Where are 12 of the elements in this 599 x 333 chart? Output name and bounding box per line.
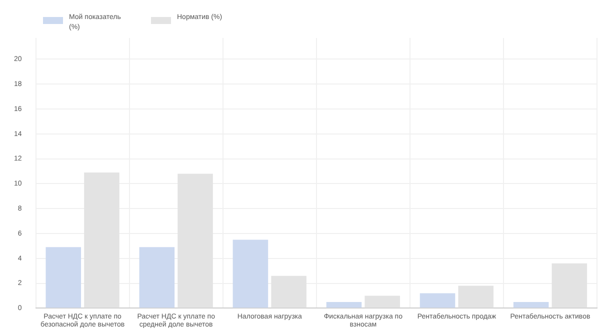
bar xyxy=(46,247,82,308)
bar xyxy=(139,247,175,308)
bar xyxy=(326,302,362,308)
bar xyxy=(232,240,268,308)
bar xyxy=(178,174,213,308)
bar xyxy=(84,172,120,308)
bar xyxy=(458,286,494,308)
bar xyxy=(271,276,306,308)
bar xyxy=(420,293,456,308)
bar xyxy=(513,302,549,308)
bar xyxy=(364,296,400,308)
bar xyxy=(552,263,588,308)
